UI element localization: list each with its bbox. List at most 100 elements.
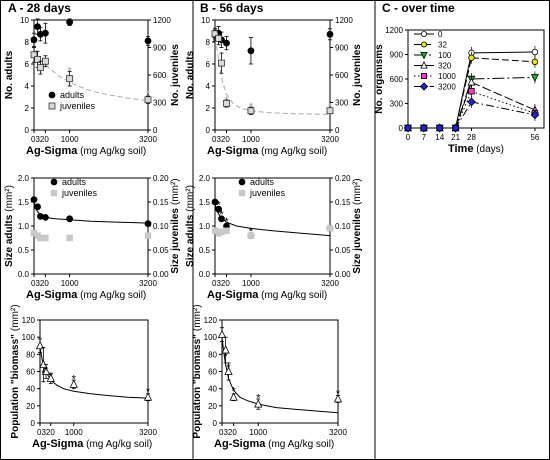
y-tick-label: 2.0 xyxy=(18,174,30,183)
x-label-bold: Ag-Sigma xyxy=(207,145,259,157)
data-point xyxy=(215,205,222,213)
x-label-unit: (mg Ag/kg soil) xyxy=(258,146,327,157)
y2-tick-label: 0.05 xyxy=(153,246,169,255)
x-label-bold: Ag-Sigma xyxy=(32,438,84,450)
data-point xyxy=(247,47,255,55)
data-point xyxy=(42,213,49,221)
y-label-unit: (mm²) xyxy=(192,304,203,331)
data-point xyxy=(30,196,38,204)
data-point xyxy=(39,359,48,369)
legend-marker-adults xyxy=(50,178,58,186)
significance-asterisk: * xyxy=(249,101,254,113)
x-tick-label: 3200 xyxy=(139,135,157,144)
significance-asterisk: * xyxy=(223,351,228,363)
y-label-text: Size adults xyxy=(185,214,196,267)
data-point xyxy=(46,373,55,382)
y-label-unit: (mm²) xyxy=(185,185,196,212)
y2-axis-label: No. juveniles xyxy=(170,44,181,106)
data-point xyxy=(30,36,38,44)
panel-a-mid: 0.0 0.5 1.0 1.5 2.0 0.00 0.05 0.10 0.15 0.20 0320 1… xyxy=(4,174,181,301)
data-point xyxy=(531,48,539,56)
x-axis-label: Ag-Sigma (mg Ag/kg soil) xyxy=(207,289,327,301)
legend-label-juveniles: juveniles xyxy=(249,188,286,198)
significance-asterisk: * xyxy=(41,368,46,380)
data-point xyxy=(530,110,540,120)
legend-label-1000: 1000 xyxy=(438,72,456,81)
y-tick-label: 1.5 xyxy=(199,198,211,207)
y-tick-label: 0 xyxy=(31,419,36,428)
y2-tick-label: 0.00 xyxy=(335,270,351,279)
series-juveniles xyxy=(30,47,152,104)
x-tick-0: 0 xyxy=(212,135,217,144)
y-tick-label: 100 xyxy=(22,333,36,342)
significance-asterisk: * xyxy=(49,371,54,383)
data-point xyxy=(223,100,230,107)
fit-curve xyxy=(214,204,331,237)
y-tick-label: 40 xyxy=(208,385,217,394)
legend-label-adults: adults xyxy=(62,177,87,187)
data-point xyxy=(37,64,44,72)
y-tick-label: 1200 xyxy=(385,26,403,35)
significance-asterisk: * xyxy=(216,199,221,211)
y-label-text: No. adults xyxy=(185,50,196,99)
y2-tick-label: 0.05 xyxy=(335,246,351,255)
x-tick-0: 0 xyxy=(31,135,36,144)
series-adults xyxy=(30,18,152,47)
y-tick-label: 40 xyxy=(26,385,35,394)
y-tick-label: 8 xyxy=(206,38,211,47)
data-point xyxy=(42,29,49,37)
data-point xyxy=(531,58,539,66)
data-point xyxy=(326,30,334,38)
x-axis-label: Ag-Sigma (mg Ag/kg soil) xyxy=(26,289,146,301)
legend-label-adults: adults xyxy=(250,177,275,187)
legend-marker-1000 xyxy=(420,73,427,80)
x-axis-label: Ag-Sigma (mg Ag/kg soil) xyxy=(207,145,327,157)
y-tick-label: 4 xyxy=(25,82,30,91)
y-tick-label: 1.5 xyxy=(18,198,30,207)
x-axis-label: Ag-Sigma (mg Ag/kg soil) xyxy=(214,438,334,450)
x-tick-label: 28 xyxy=(467,133,476,142)
y2-tick-label: 300 xyxy=(335,99,349,108)
x-tick-label: 1000 xyxy=(242,279,260,288)
y-tick-label: 2.0 xyxy=(199,174,211,183)
y-tick-label: 8 xyxy=(25,38,30,47)
y-tick-label: 80 xyxy=(208,350,217,359)
data-point xyxy=(30,51,38,59)
y-tick-label: 0.0 xyxy=(18,270,30,279)
y2-tick-label: 600 xyxy=(335,71,349,80)
y-tick-label: 0 xyxy=(399,124,404,133)
y2-tick-label: 600 xyxy=(153,71,167,80)
data-point xyxy=(66,75,74,83)
data-point xyxy=(41,366,51,375)
data-point xyxy=(217,329,227,338)
x-label-unit: (mg Ag/kg soil) xyxy=(258,290,327,301)
x-tick-label: 3200 xyxy=(329,428,347,437)
data-point xyxy=(66,234,73,242)
y-axis-label: No. adults xyxy=(185,50,196,99)
x-label-unit: (mg Ag/kg soil) xyxy=(83,439,152,450)
y-tick-label: 120 xyxy=(204,316,218,325)
legend-label-juveniles: juveniles xyxy=(59,101,96,111)
x-tick-label: 0320 xyxy=(31,135,49,144)
x-tick-320: 320 xyxy=(216,279,230,288)
y-tick-label: 10 xyxy=(20,16,29,25)
x-tick-label: 3200 xyxy=(139,279,157,288)
data-point xyxy=(144,220,152,228)
x-tick-label: 3200 xyxy=(139,428,157,437)
data-point xyxy=(247,232,255,239)
data-point xyxy=(42,234,49,242)
legend-label-32: 32 xyxy=(438,41,447,50)
x-label-bold: Ag-Sigma xyxy=(26,145,78,157)
significance-asterisk: * xyxy=(249,226,254,238)
series-adults xyxy=(30,196,152,228)
y-tick-label: 2 xyxy=(206,104,211,113)
significance-asterisk: * xyxy=(226,362,231,374)
y2-tick-label: 0.10 xyxy=(335,222,351,231)
y2-tick-label: 300 xyxy=(153,99,167,108)
y-axis-label: Population "biomass" (mm²) xyxy=(10,304,21,438)
